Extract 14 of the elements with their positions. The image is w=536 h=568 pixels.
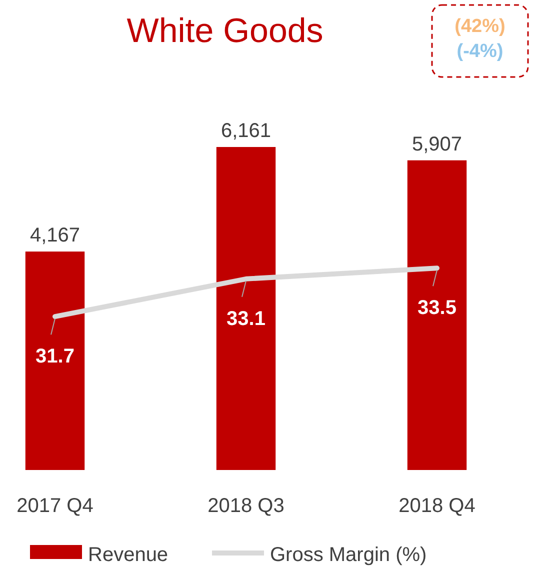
text: (-4%) bbox=[456, 41, 504, 62]
data-label: 33.1 bbox=[226, 308, 266, 330]
data-label: 33.5 bbox=[418, 297, 456, 320]
legend-label: Revenue bbox=[88, 544, 168, 566]
data-label: 6,161 bbox=[220, 120, 272, 142]
x-tick-label: 2018 Q3 bbox=[208, 495, 284, 517]
chart-title: White Goods bbox=[126, 12, 324, 50]
data-label: 5,907 bbox=[412, 133, 462, 156]
legend-label: Gross Margin (%) bbox=[270, 544, 427, 566]
text: (42%) bbox=[454, 16, 506, 37]
data-label: 4,167 bbox=[30, 224, 80, 247]
data-label: 31.7 bbox=[36, 346, 74, 368]
x-tick-label: 2017 Q4 bbox=[16, 495, 94, 517]
x-tick-label: 2018 Q4 bbox=[398, 495, 476, 517]
